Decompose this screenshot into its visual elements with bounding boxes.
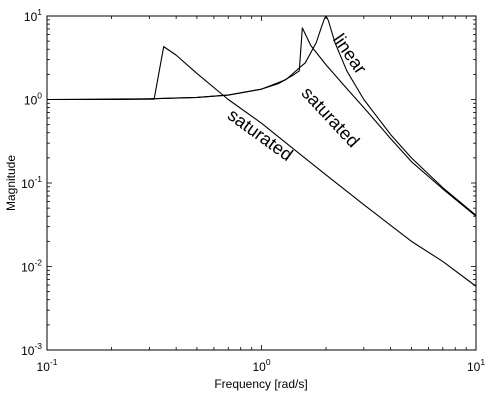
series-line-2-saturated [46, 27, 477, 217]
curves-layer [46, 15, 477, 287]
y-tick-label: 10-1 [21, 174, 42, 191]
y-tick-label: 100 [24, 91, 42, 108]
x-tick-label: 10-1 [37, 357, 58, 374]
y-tick-label: 101 [24, 7, 42, 24]
x-tick-label: 101 [467, 357, 485, 374]
y-tick-label: 10-3 [21, 341, 42, 358]
x-axis-title: Frequency [rad/s] [214, 377, 307, 391]
series-line-3-saturated [47, 46, 477, 287]
plot-area [46, 15, 477, 351]
y-tick-label: 10-2 [21, 258, 42, 275]
ticks-layer: 10-1 100 101 10-3 10-2 10-1 100 101 [21, 7, 485, 374]
y-axis-title: Magnitude [4, 155, 18, 211]
x-tick-label: 100 [252, 357, 270, 374]
